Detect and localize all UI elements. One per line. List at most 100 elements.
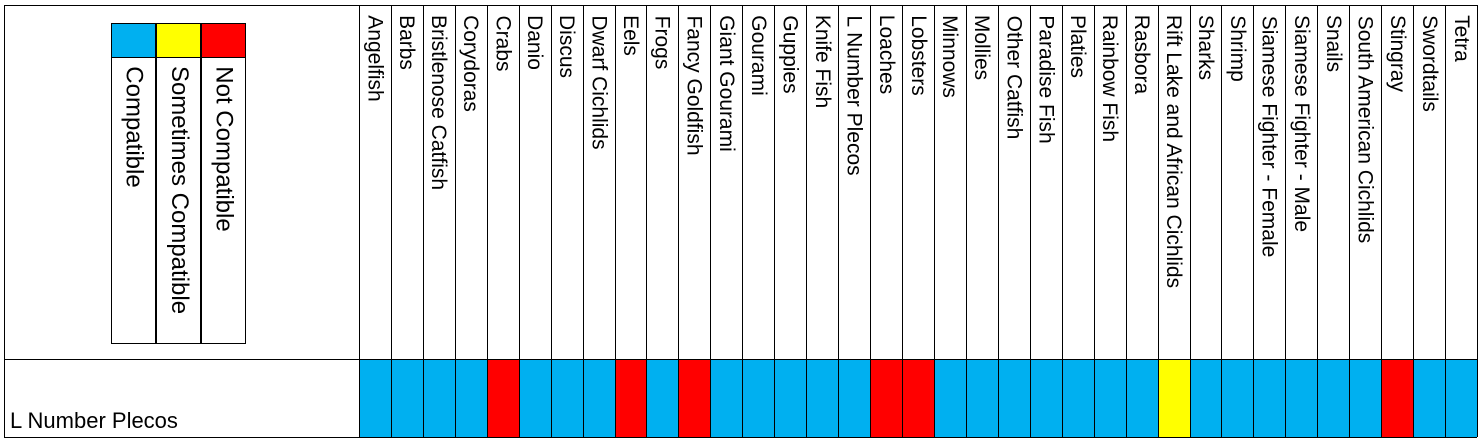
- grid-line: [614, 5, 616, 437]
- column-header: Rasbora: [1130, 14, 1154, 95]
- status-cell: [1157, 359, 1190, 437]
- column-header: Guppies: [778, 14, 802, 94]
- column-header: Discus: [555, 14, 579, 79]
- status-cell: [678, 359, 711, 437]
- column-header: Dwarf Cichlids: [587, 14, 611, 150]
- column-header: Mollies: [970, 14, 994, 81]
- grid-line: [997, 5, 999, 437]
- column-header: Rainbow Fish: [1098, 14, 1122, 143]
- grid-line: [486, 5, 488, 437]
- column-header: South American Cichlids: [1353, 15, 1377, 243]
- column-header: Sharks: [1194, 14, 1218, 81]
- column-header: Siamese Fighter - Female: [1257, 15, 1281, 257]
- column-header: Lobsters: [906, 15, 930, 96]
- grid-line: [933, 5, 935, 437]
- status-cell: [646, 359, 679, 437]
- status-cell: [1093, 359, 1126, 437]
- grid-line: [773, 5, 775, 437]
- column-header: Platies: [1066, 14, 1090, 79]
- column-header: Stingray: [1385, 14, 1409, 93]
- grid-line: [454, 5, 456, 437]
- status-cell: [997, 359, 1030, 437]
- column-header: Gourami: [746, 15, 770, 96]
- status-cell: [422, 359, 455, 437]
- grid-line: [901, 5, 903, 437]
- column-header: Corydoras: [459, 15, 483, 112]
- border-top: [4, 5, 1477, 6]
- legend-swatch: [111, 23, 156, 58]
- status-cell: [710, 359, 743, 437]
- status-cell: [1349, 359, 1382, 437]
- grid-line: [1476, 5, 1478, 437]
- grid-line: [677, 5, 679, 437]
- grid-line: [1412, 5, 1414, 437]
- grid-line: [645, 5, 647, 437]
- status-cell: [454, 359, 487, 437]
- grid-line: [550, 5, 552, 437]
- grid-line: [1380, 5, 1382, 437]
- row-label: L Number Plecos: [10, 408, 178, 433]
- column-header: Giant Gourami: [714, 15, 738, 152]
- status-cell: [359, 359, 391, 437]
- grid-line: [1125, 5, 1127, 437]
- column-header: Knife Fish: [810, 14, 834, 109]
- grid-line: [582, 5, 584, 437]
- status-cell: [582, 359, 615, 437]
- grid-line: [1284, 5, 1286, 437]
- status-cell: [806, 359, 839, 437]
- status-cell: [486, 359, 519, 437]
- column-header: Frogs: [650, 15, 674, 69]
- grid-line: [837, 5, 839, 437]
- legend-label: Not Compatible: [210, 65, 238, 232]
- legend-label-box: [111, 57, 156, 344]
- column-header: Snails: [1321, 14, 1345, 73]
- status-cell: [1189, 359, 1222, 437]
- status-cell: [1061, 359, 1094, 437]
- border-left: [4, 5, 5, 437]
- grid-line: [1157, 5, 1159, 437]
- grid-line: [1444, 5, 1446, 437]
- border-bottom: [4, 437, 1477, 438]
- status-cell: [518, 359, 551, 437]
- column-header: Siamese Fighter - Male: [1289, 14, 1313, 233]
- grid-line: [1220, 5, 1222, 437]
- status-cell: [902, 359, 934, 437]
- legend-label: Sometimes Compatible: [165, 65, 193, 315]
- grid-line: [741, 5, 743, 437]
- grid-line: [1189, 5, 1191, 437]
- status-cell: [550, 359, 583, 437]
- status-cell: [1221, 359, 1254, 437]
- status-cell: [1381, 359, 1414, 437]
- column-header: Other Catfish: [1002, 15, 1026, 139]
- status-cell: [838, 359, 871, 437]
- legend-swatch: [156, 23, 201, 58]
- column-header: Crabs: [491, 14, 515, 72]
- grid-line: [1348, 5, 1350, 437]
- grid-line: [518, 5, 520, 437]
- legend-swatch: [201, 23, 246, 58]
- status-cell: [1125, 359, 1158, 437]
- grid-line: [358, 5, 360, 437]
- column-header: L Number Plecos: [842, 14, 866, 176]
- grid-line: [1093, 5, 1095, 437]
- status-cell: [614, 359, 647, 437]
- column-header: Loaches: [874, 14, 898, 95]
- status-cell: [1285, 359, 1318, 437]
- grid-line: [390, 5, 392, 437]
- status-cell: [870, 359, 903, 437]
- status-cell: [1029, 359, 1062, 437]
- grid-line: [1252, 5, 1254, 437]
- status-cell: [1317, 359, 1350, 437]
- column-header: Rift Lake and African Cichlids: [1162, 14, 1186, 289]
- grid-line: [1061, 5, 1063, 437]
- column-header: Angelfish: [363, 14, 387, 102]
- status-cell: [965, 359, 998, 437]
- status-cell: [774, 359, 807, 437]
- column-header: Danio: [523, 15, 547, 70]
- grid-line: [805, 5, 807, 437]
- column-header: Swordtails: [1417, 15, 1441, 112]
- column-header: Fancy Goldfish: [682, 14, 706, 156]
- column-header: Bristlenose Catfish: [427, 14, 451, 191]
- column-header: Minnows: [938, 15, 962, 98]
